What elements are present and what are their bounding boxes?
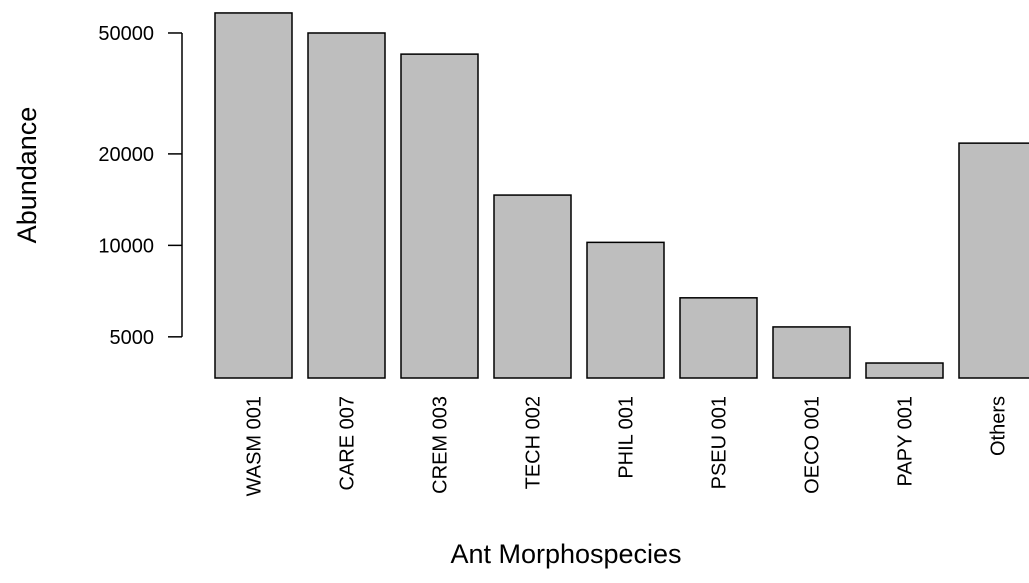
bar bbox=[307, 32, 386, 379]
y-tick-label: 20000 bbox=[98, 144, 154, 166]
x-tick-label: PSEU 001 bbox=[709, 396, 731, 489]
bar bbox=[214, 12, 293, 379]
x-tick-label: WASM 001 bbox=[244, 396, 266, 496]
x-tick-label: OECO 001 bbox=[802, 396, 824, 494]
bar bbox=[679, 297, 758, 379]
y-tick-label: 10000 bbox=[98, 235, 154, 257]
bar bbox=[865, 362, 944, 379]
bar bbox=[586, 241, 665, 379]
bar bbox=[958, 142, 1029, 379]
y-tick-label: 50000 bbox=[98, 23, 154, 45]
y-tick-label: 5000 bbox=[110, 327, 155, 349]
x-axis-title: Ant Morphospecies bbox=[450, 539, 681, 569]
x-tick-label: PAPY 001 bbox=[895, 396, 917, 486]
y-axis-title: Abundance bbox=[12, 107, 42, 244]
x-tick-label: CREM 003 bbox=[430, 396, 452, 494]
x-tick-label: PHIL 001 bbox=[616, 396, 638, 479]
x-tick-label: TECH 002 bbox=[523, 396, 545, 489]
x-tick-label: CARE 007 bbox=[337, 396, 359, 491]
bar bbox=[493, 194, 572, 379]
bar bbox=[400, 53, 479, 379]
bar bbox=[772, 326, 851, 379]
x-tick-label: Others bbox=[988, 396, 1010, 456]
